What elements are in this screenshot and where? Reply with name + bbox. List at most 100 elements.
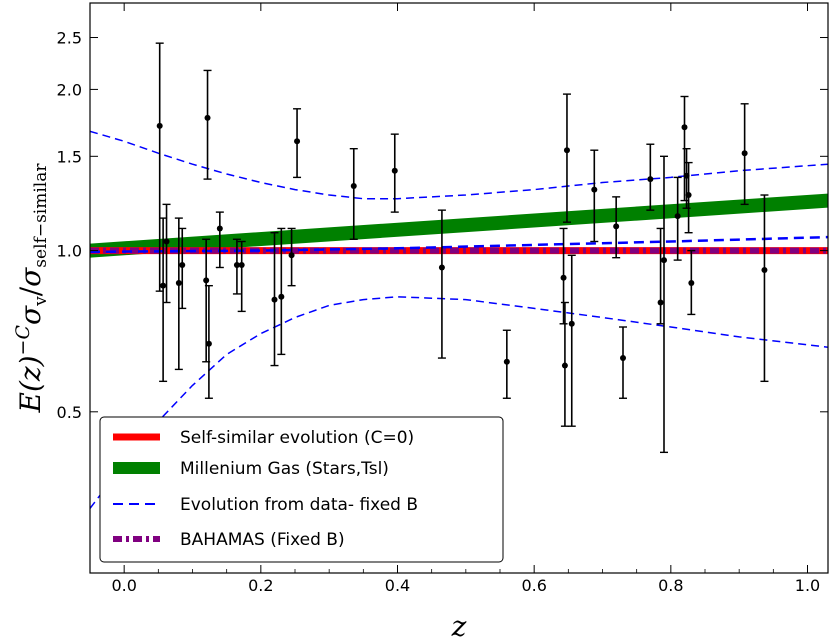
x-tick-label: 1.0: [795, 576, 820, 595]
data-point-26: [619, 326, 627, 399]
point-marker: [203, 277, 210, 284]
point-marker: [350, 183, 357, 190]
point-marker: [204, 114, 211, 121]
point-marker: [681, 124, 688, 131]
x-tick-label: 0.2: [248, 576, 273, 595]
point-marker: [688, 279, 695, 286]
y-tick-label: 0.5: [57, 403, 82, 422]
data-point-36: [760, 194, 769, 383]
point-marker: [741, 150, 748, 157]
point-marker: [438, 264, 445, 271]
series-evolution-upper-line: [90, 130, 828, 200]
point-marker: [661, 257, 667, 264]
y-axis-label: E(z)−Cσv/σself−similar: [12, 163, 51, 414]
data-point-7: [203, 69, 212, 180]
point-marker: [568, 320, 575, 327]
point-marker: [674, 213, 681, 220]
data-point-30: [673, 176, 682, 261]
data-point-23: [567, 254, 576, 427]
point-marker: [294, 138, 301, 145]
y-tick-label: 1.0: [57, 242, 82, 261]
data-point-13: [277, 227, 286, 356]
data-points-layer: [155, 42, 769, 454]
data-point-5: [178, 227, 187, 310]
data-point-10: [232, 238, 241, 295]
point-marker: [391, 167, 398, 174]
x-tick-label: 0.8: [658, 576, 683, 595]
point-marker: [160, 282, 167, 289]
point-marker: [233, 261, 240, 268]
data-point-12: [270, 232, 279, 367]
plot-frame: [89, 2, 829, 574]
series-evolution-lower-line: [90, 296, 828, 509]
point-marker: [175, 279, 182, 286]
data-point-18: [437, 209, 446, 359]
data-point-34: [687, 249, 696, 316]
point-marker: [685, 192, 692, 199]
legend-label-self-similar: Self-similar evolution (C=0): [180, 428, 414, 448]
point-marker: [563, 147, 570, 154]
data-point-14: [287, 227, 296, 287]
y-label-main: E(z): [14, 355, 47, 413]
data-point-8: [204, 284, 213, 399]
point-marker: [205, 340, 212, 347]
legend-label-evolution-data: Evolution from data- fixed B: [180, 495, 418, 515]
point-marker: [503, 358, 510, 365]
data-point-15: [293, 108, 302, 179]
data-point-25: [612, 196, 621, 259]
point-marker: [238, 261, 245, 268]
point-marker: [179, 261, 186, 268]
legend: Self-similar evolution (C=0) Millenium G…: [99, 416, 504, 563]
y-label-sigma-ss: σ: [14, 267, 47, 287]
point-marker: [163, 238, 170, 245]
legend-label-millenium-gas: Millenium Gas (Stars,Tsl): [180, 459, 389, 479]
point-marker: [647, 176, 654, 183]
data-point-20: [559, 227, 568, 325]
ticks-layer: 0.0 0.2 0.4 0.6 0.8 1.0 0.5 1.0 1.5 2.0 2.5: [57, 3, 828, 595]
point-marker: [216, 225, 223, 232]
point-marker: [560, 274, 567, 281]
point-marker: [657, 299, 664, 306]
series-millenium-gas-line: [90, 193, 828, 258]
y-label-sigma-v: σ: [14, 305, 47, 325]
data-point-19: [502, 329, 511, 399]
point-marker: [761, 266, 768, 273]
data-point-11: [237, 240, 246, 313]
data-point-33: [684, 161, 693, 234]
data-point-9: [215, 211, 224, 269]
y-label-sub-v: v: [31, 296, 51, 307]
x-tick-label: 0.6: [521, 576, 546, 595]
data-point-16: [349, 147, 358, 240]
data-point-29: [660, 155, 668, 454]
y-tick-label: 2.5: [57, 29, 82, 48]
data-point-17: [390, 133, 399, 213]
data-point-21: [560, 301, 569, 427]
y-label-sub-ss: self−similar: [31, 163, 51, 268]
y-label-exponent: −C: [12, 325, 34, 356]
x-tick-label: 0.4: [385, 576, 410, 595]
data-point-4: [174, 217, 183, 371]
point-marker: [591, 186, 598, 193]
point-marker: [271, 296, 278, 303]
data-point-28: [656, 227, 665, 325]
x-axis-label: z: [451, 610, 467, 642]
point-marker: [156, 122, 163, 129]
data-point-22: [562, 93, 571, 223]
y-tick-label: 2.0: [57, 80, 82, 99]
point-marker: [620, 355, 626, 362]
data-point-3: [162, 203, 171, 304]
legend-box: [99, 416, 504, 563]
y-tick-label: 1.5: [57, 147, 82, 166]
series-layer: [90, 130, 828, 509]
x-tick-label: 0.0: [111, 576, 136, 595]
y-label-slash: /: [14, 286, 47, 296]
point-marker: [561, 362, 568, 369]
data-point-35: [740, 103, 749, 206]
data-point-27: [646, 143, 655, 211]
series-evolution-central-line: [90, 235, 828, 254]
point-marker: [613, 223, 620, 230]
data-point-24: [590, 149, 599, 243]
point-marker: [288, 252, 295, 259]
point-marker: [278, 293, 285, 300]
